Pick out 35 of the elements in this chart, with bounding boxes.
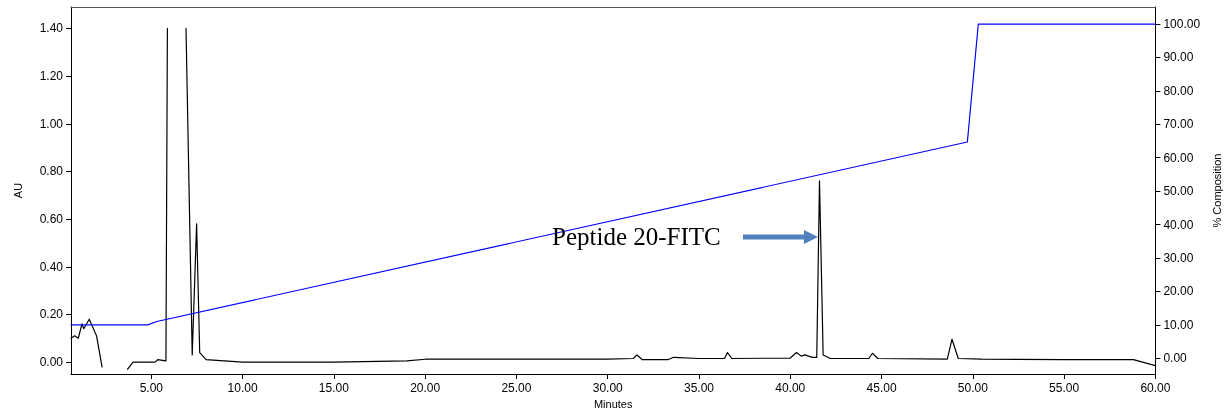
x-tick-label: 35.00 bbox=[683, 381, 715, 395]
x-tick-label: 55.00 bbox=[1049, 381, 1080, 395]
y2-axis-title: % Composition bbox=[1210, 153, 1223, 228]
y-tick-label: 0.60 bbox=[39, 212, 64, 227]
y2-tick-label: 30.00 bbox=[1163, 251, 1194, 266]
y2-tick-label: 50.00 bbox=[1163, 184, 1194, 199]
x-axis-title: Minutes bbox=[593, 398, 633, 411]
y-axis-title: AU bbox=[11, 182, 24, 199]
x-tick-label: 25.00 bbox=[501, 381, 532, 395]
y2-tick-label: 100.00 bbox=[1163, 17, 1201, 32]
y2-tick-label: 20.00 bbox=[1163, 284, 1194, 299]
y2-tick-label: 90.00 bbox=[1163, 50, 1194, 65]
x-tick-label: 15.00 bbox=[318, 381, 350, 395]
x-tick-label: 45.00 bbox=[866, 381, 897, 395]
y2-tick-label: 70.00 bbox=[1163, 117, 1194, 132]
x-tick-label: 50.00 bbox=[957, 381, 989, 395]
y-tick-label: 1.40 bbox=[39, 21, 64, 36]
y-tick-label: 0.00 bbox=[39, 355, 64, 370]
x-tick-label: 10.00 bbox=[227, 381, 258, 395]
y2-tick-label: 40.00 bbox=[1163, 217, 1194, 232]
annotation: Peptide 20-FITC bbox=[552, 223, 721, 252]
y2-tick-label: 80.00 bbox=[1163, 83, 1194, 98]
y-tick-label: 1.00 bbox=[39, 116, 64, 131]
y-tick-label: 0.80 bbox=[39, 164, 64, 179]
x-tick-label: 40.00 bbox=[775, 381, 806, 395]
y2-tick-label: 10.00 bbox=[1163, 317, 1194, 332]
x-tick-label: 20.00 bbox=[410, 381, 441, 395]
y2-tick-label: 60.00 bbox=[1163, 150, 1194, 165]
y-tick-label: 0.40 bbox=[39, 259, 64, 274]
y2-tick-label: 0.00 bbox=[1163, 351, 1188, 366]
y-tick-label: 0.20 bbox=[39, 307, 64, 322]
x-tick-label: 5.00 bbox=[139, 381, 164, 395]
x-tick-label: 30.00 bbox=[592, 381, 624, 395]
y-tick-label: 1.20 bbox=[39, 69, 64, 84]
x-tick-label: 60.00 bbox=[1140, 381, 1171, 395]
